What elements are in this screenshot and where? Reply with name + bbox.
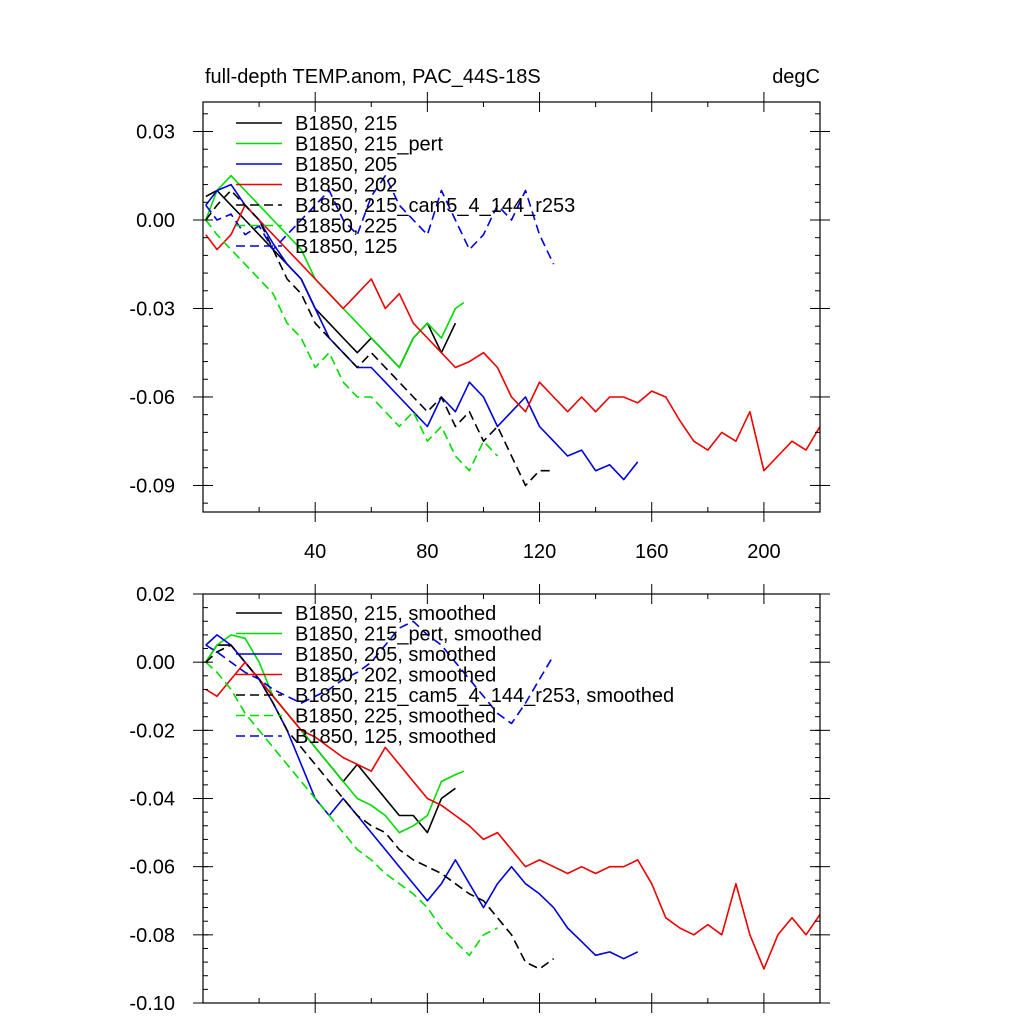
series-line-5 (205, 661, 498, 957)
x-tick-label: 40 (304, 541, 326, 563)
legend-label-4: B1850, 215_cam5_4_144_r253, smoothed (295, 685, 674, 707)
x-tick-label: 120 (523, 541, 556, 563)
y-tick-label: -0.08 (129, 925, 175, 947)
series-line-2 (205, 634, 639, 960)
plot-frame (202, 101, 821, 513)
y-tick-label: -0.04 (129, 789, 175, 811)
y-tick-label: -0.03 (129, 298, 175, 320)
series-line-4 (205, 189, 554, 487)
x-tick-label: 160 (635, 541, 668, 563)
legend-label-2: B1850, 205 (295, 154, 397, 176)
x-tick-label: 200 (747, 541, 780, 563)
x-tick-label: 80 (416, 541, 438, 563)
y-tick-label: -0.06 (129, 857, 175, 879)
top-panel: 40 80 120 160 200 0.03 0.00 -0.03 -0.06 -0.09 full… (129, 66, 830, 563)
y-tick-label: 0.00 (136, 652, 175, 674)
legend-label-0: B1850, 215, smoothed (295, 603, 496, 625)
y-tick-label: 0.03 (136, 121, 175, 143)
legend-label-5: B1850, 225, smoothed (295, 706, 496, 728)
legend-label-0: B1850, 215 (295, 113, 397, 135)
y-tick-label: -0.02 (129, 720, 175, 742)
y-tick-label: -0.09 (129, 475, 175, 497)
legend-label-3: B1850, 202 (295, 175, 397, 197)
legend-label-3: B1850, 202, smoothed (295, 665, 496, 687)
y-tick-label: 0.02 (136, 584, 175, 606)
bottom-panel: 0.02 0.00 -0.02 -0.04 -0.06 -0.08 -0.10 B1850, … (129, 584, 830, 1015)
series-line-3 (205, 661, 820, 970)
series-line-1 (205, 634, 465, 834)
legend-label-5: B1850, 225 (295, 216, 397, 238)
legend-label-2: B1850, 205, smoothed (295, 644, 496, 666)
series-line-4 (205, 644, 555, 970)
y-tick-label: -0.06 (129, 387, 175, 409)
legend-label-4: B1850, 215_cam5_4_144_r253 (295, 195, 575, 217)
legend-label-1: B1850, 215_pert (295, 134, 443, 156)
chart-units: degC (772, 66, 820, 88)
legend-label-6: B1850, 125 (295, 236, 397, 258)
legend-label-1: B1850, 215_pert, smoothed (295, 624, 542, 646)
legend-label-6: B1850, 125, smoothed (295, 726, 496, 748)
chart-title: full-depth TEMP.anom, PAC_44S-18S (205, 66, 541, 88)
y-tick-label: -0.10 (129, 993, 175, 1015)
y-tick-label: 0.00 (136, 210, 175, 232)
series-line-3 (205, 204, 820, 472)
series-line-6 (205, 620, 555, 725)
series-line-6 (205, 174, 555, 265)
